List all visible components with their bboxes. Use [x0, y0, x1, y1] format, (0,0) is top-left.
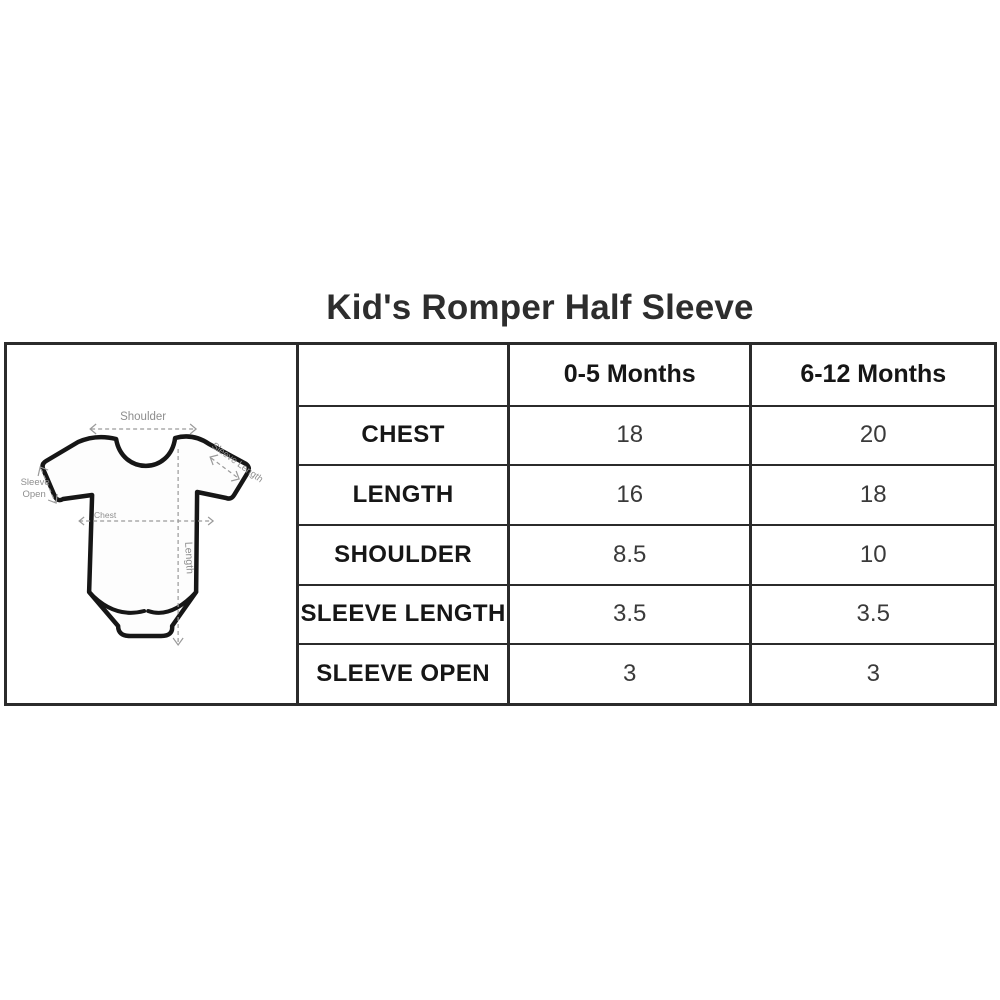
row-label-sleeve-open: SLEEVE OPEN [296, 643, 507, 703]
sleeve-open-label-line2: Open [22, 489, 45, 500]
length-label: Length [182, 542, 196, 575]
row-label-shoulder: SHOULDER [296, 524, 507, 584]
sleeve-length-value-0-5: 3.5 [506, 583, 750, 644]
row-label-sleeve-length: SLEEVE LENGTH [296, 583, 507, 644]
sleeve-open-label-line1: Sleeve [21, 477, 50, 488]
sleeve-length-value-6-12: 3.5 [749, 583, 994, 644]
length-line [172, 449, 184, 647]
column-header-0-5-months: 0-5 Months [506, 345, 750, 405]
header-empty-cell [296, 345, 507, 405]
sleeve-open-value-6-12: 3 [749, 643, 994, 703]
sleeve-open-arrow [37, 466, 58, 504]
page-title: Kid's Romper Half Sleeve [326, 288, 754, 327]
shoulder-value-0-5: 8.5 [506, 524, 750, 584]
column-header-6-12-months: 6-12 Months [749, 345, 994, 405]
shoulder-arrow [89, 423, 198, 435]
romper-outline [40, 434, 252, 639]
length-value-0-5: 16 [506, 464, 750, 524]
chest-value-0-5: 18 [506, 404, 750, 465]
length-value-6-12: 18 [749, 464, 994, 524]
chest-label: Chest [94, 510, 117, 520]
sleeve-length-arrow [209, 454, 240, 482]
right-leg-curve [146, 590, 199, 615]
romper-measurement-diagram: Shoulder Sleeve Length Sleeve Open Chest… [21, 411, 265, 647]
left-leg-curve [87, 590, 147, 615]
row-label-length: LENGTH [296, 464, 507, 524]
chest-line [78, 516, 215, 526]
shoulder-value-6-12: 10 [749, 524, 994, 584]
size-chart-table: Shoulder Sleeve Length Sleeve Open Chest… [4, 342, 997, 706]
chest-value-6-12: 20 [749, 404, 994, 465]
shoulder-label: Shoulder [120, 411, 166, 423]
sleeve-open-value-0-5: 3 [506, 643, 750, 703]
romper-diagram-cell: Shoulder Sleeve Length Sleeve Open Chest… [7, 345, 297, 703]
row-label-chest: CHEST [296, 404, 507, 465]
